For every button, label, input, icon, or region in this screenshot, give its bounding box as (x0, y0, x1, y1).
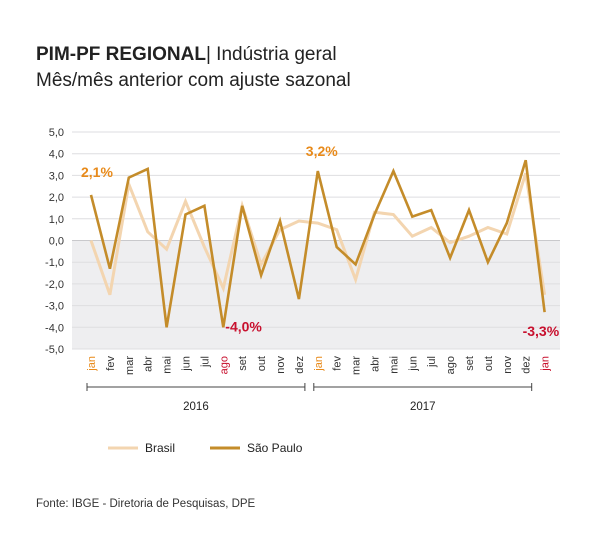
x-tick-label: nov (275, 356, 287, 374)
data-annotation: -3,3% (523, 323, 560, 339)
y-tick-label: -4,0 (45, 322, 64, 334)
chart-title: PIM-PF REGIONAL| Indústria geral (36, 44, 337, 66)
x-tick-label: fev (105, 356, 117, 371)
x-tick-label: fev (332, 356, 344, 371)
x-tick-label: jan (540, 356, 552, 372)
source-note: Fonte: IBGE - Diretoria de Pesquisas, DP… (36, 498, 256, 510)
x-tick-label: jan (86, 356, 98, 372)
line-chart: 5,0 4,0 3,0 2,0 1,0 0,0 -1,0 -2,0 -3,0 -4,0 -5,0 ja… (45, 127, 560, 455)
x-tick-label: jan (313, 356, 325, 372)
x-tick-label: out (483, 356, 495, 371)
x-tick-label: jul (199, 356, 211, 368)
x-tick-label: dez (521, 356, 533, 374)
series-line-brasil (89, 172, 547, 296)
x-tick-label: dez (294, 356, 306, 374)
chart-title-rest: | Indústria geral (205, 44, 337, 65)
data-annotation: -4,0% (225, 318, 262, 334)
x-tick-label: mar (124, 356, 136, 375)
y-tick-label: -3,0 (45, 301, 64, 313)
negative-region-shade (72, 240, 560, 349)
y-tick-label: 1,0 (49, 214, 64, 226)
year-label: 2016 (183, 401, 209, 413)
x-tick-label: mai (162, 356, 174, 374)
y-tick-label: 0,0 (49, 236, 64, 248)
y-tick-label: -1,0 (45, 257, 64, 269)
x-tick-label: mar (351, 356, 363, 375)
legend-label-sao-paulo: São Paulo (247, 441, 303, 455)
x-tick-label: jul (426, 356, 438, 368)
legend-label-brasil: Brasil (145, 441, 175, 455)
x-tick-label: abr (143, 356, 155, 372)
y-tick-label: -5,0 (45, 344, 64, 356)
x-tick-label: ago (218, 356, 230, 374)
x-tick-label: ago (445, 356, 457, 374)
x-tick-label: mai (388, 356, 400, 374)
chart-title-bold: PIM-PF REGIONAL (36, 44, 206, 65)
y-tick-label: 3,0 (49, 170, 64, 182)
data-annotation: 2,1% (81, 164, 113, 180)
chart-subtitle: Mês/mês anterior com ajuste sazonal (36, 70, 351, 91)
series-line-sao-paulo (89, 159, 546, 328)
y-tick-label: -2,0 (45, 279, 64, 291)
y-tick-label: 5,0 (49, 127, 64, 139)
x-tick-label: set (237, 356, 249, 371)
data-annotation: 3,2% (306, 143, 338, 159)
year-label: 2017 (410, 401, 436, 413)
x-tick-label: nov (502, 356, 514, 374)
x-tick-label: jun (181, 356, 193, 372)
x-tick-label: set (464, 356, 476, 371)
x-tick-label: jun (407, 356, 419, 372)
y-tick-label: 2,0 (49, 192, 64, 204)
x-tick-label: out (256, 356, 268, 371)
y-tick-label: 4,0 (49, 149, 64, 161)
x-tick-label: abr (370, 356, 382, 372)
